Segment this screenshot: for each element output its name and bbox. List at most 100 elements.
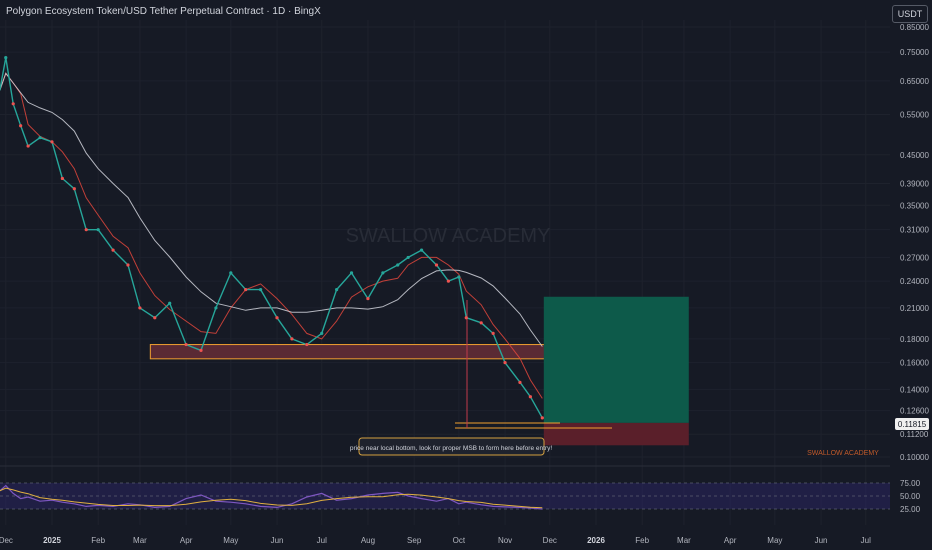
- price-point: [464, 316, 468, 320]
- price-point: [446, 279, 451, 283]
- price-point: [434, 263, 439, 267]
- time-tick-label: Dec: [543, 536, 557, 545]
- time-tick-label: Jul: [317, 536, 327, 545]
- time-tick-label: Nov: [498, 536, 512, 545]
- price-point: [11, 102, 15, 106]
- price-point: [168, 301, 172, 305]
- price-point: [320, 331, 324, 335]
- time-tick-label: 2025: [43, 536, 61, 545]
- price-tick-label: 0.85000: [900, 23, 929, 32]
- watermark-small: SWALLOW ACADEMY: [807, 450, 879, 457]
- time-tick-label: Feb: [91, 536, 105, 545]
- annotation-text: price near local bottom, look for proper…: [350, 445, 553, 452]
- price-tick-label: 0.11200: [900, 430, 929, 439]
- price-point: [366, 296, 370, 301]
- support-zone: [149, 344, 576, 360]
- time-tick-label: May: [223, 536, 238, 545]
- price-point: [396, 263, 400, 267]
- price-point: [518, 380, 522, 384]
- price-point: [479, 321, 483, 325]
- price-point: [19, 124, 23, 128]
- watermark: SWALLOW ACADEMY: [346, 225, 551, 247]
- rsi-tick-label: 25.00: [900, 505, 921, 514]
- price-point: [275, 316, 279, 320]
- price-point: [4, 55, 8, 60]
- price-point: [50, 140, 54, 144]
- price-point: [229, 271, 233, 275]
- price-point: [244, 288, 248, 292]
- price-tick-label: 0.45000: [900, 151, 929, 160]
- price-point: [305, 342, 309, 347]
- time-tick-label: 2026: [587, 536, 605, 545]
- price-point: [153, 316, 157, 320]
- rsi-ma-line: [0, 487, 543, 509]
- price-point: [138, 306, 142, 310]
- last-price-badge: [895, 418, 929, 430]
- ma-fast: [0, 72, 543, 399]
- time-tick-label: May: [767, 536, 782, 545]
- price-tick-label: 0.55000: [900, 110, 929, 119]
- price-tick-label: 0.35000: [900, 201, 929, 210]
- time-tick-label: Mar: [133, 536, 147, 545]
- price-point: [290, 337, 294, 341]
- price-tick-label: 0.14000: [900, 385, 929, 394]
- price-point: [335, 288, 339, 292]
- rsi-tick-label: 75.00: [900, 479, 921, 488]
- time-tick-label: Apr: [724, 536, 737, 545]
- time-tick-label: Sep: [407, 536, 422, 545]
- price-point: [60, 176, 64, 181]
- time-tick-label: Feb: [635, 536, 649, 545]
- price-point: [349, 271, 354, 275]
- price-point: [491, 331, 495, 335]
- price-point: [419, 248, 424, 252]
- price-tick-label: 0.75000: [900, 48, 929, 57]
- price-point: [26, 144, 30, 148]
- price-tick-label: 0.10000: [900, 453, 929, 462]
- price-point: [111, 248, 115, 252]
- price-point: [528, 395, 532, 399]
- price-tick-label: 0.18000: [900, 335, 929, 344]
- time-tick-label: Apr: [180, 536, 193, 545]
- time-tick-label: Oct: [453, 536, 466, 545]
- price-point: [126, 263, 130, 267]
- price-tick-label: 0.24000: [900, 277, 929, 286]
- price-point: [199, 348, 203, 352]
- currency-button[interactable]: USDT: [892, 5, 928, 23]
- price-point: [38, 136, 42, 140]
- price-point: [406, 255, 410, 260]
- rsi-line: [0, 484, 543, 510]
- price-line: [0, 57, 543, 419]
- stop-zone: [543, 422, 689, 446]
- price-point: [457, 275, 461, 279]
- last-price-label: 0.11815: [898, 420, 927, 429]
- ma-slow: [0, 72, 543, 347]
- price-tick-label: 0.65000: [900, 77, 929, 86]
- price-tick-label: 0.21000: [900, 304, 929, 313]
- rsi-band: [0, 483, 890, 509]
- price-tick-label: 0.39000: [900, 180, 929, 189]
- price-tick-label: 0.31000: [900, 226, 929, 235]
- price-tick-label: 0.27000: [900, 253, 929, 262]
- price-point: [96, 228, 100, 232]
- price-tick-label: 0.12600: [900, 407, 929, 416]
- price-point: [381, 271, 385, 275]
- price-point: [259, 288, 263, 292]
- price-point: [84, 228, 88, 232]
- rsi-tick-label: 50.00: [900, 492, 921, 501]
- price-point: [540, 416, 544, 420]
- annotation-box: [358, 437, 545, 456]
- grid-lines: [0, 20, 890, 525]
- price-point: [214, 306, 218, 310]
- time-tick-label: Mar: [677, 536, 691, 545]
- time-tick-label: Jul: [861, 536, 871, 545]
- price-point: [503, 360, 507, 365]
- time-tick-label: Jun: [815, 536, 828, 545]
- time-tick-label: Dec: [0, 536, 13, 545]
- price-point: [184, 342, 188, 347]
- time-tick-label: Aug: [361, 536, 375, 545]
- target-zone: [543, 296, 689, 423]
- price-point: [72, 187, 76, 191]
- time-tick-label: Jun: [271, 536, 284, 545]
- price-tick-label: 0.16000: [900, 359, 929, 368]
